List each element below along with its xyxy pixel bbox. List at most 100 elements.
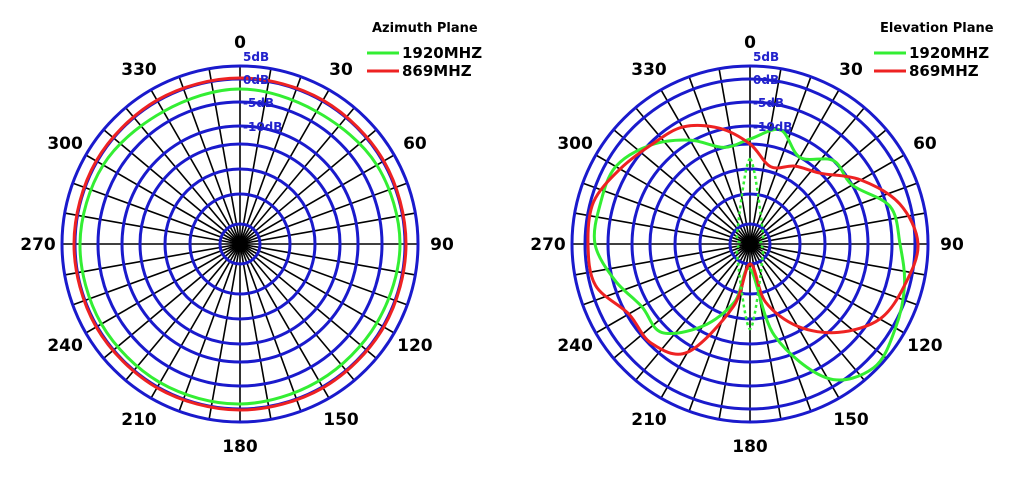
spoke-line xyxy=(85,243,241,334)
angle-label-150: 150 xyxy=(833,410,869,430)
spoke-line xyxy=(150,89,241,245)
series-line-1920mhz xyxy=(78,87,402,406)
spoke-line xyxy=(150,243,241,399)
spoke-line xyxy=(239,128,377,245)
angle-label-270: 270 xyxy=(530,235,566,255)
spoke-line xyxy=(239,243,272,420)
angle-label-240: 240 xyxy=(557,336,593,356)
spoke-line xyxy=(749,128,887,245)
center-hub xyxy=(234,238,246,250)
spoke-line xyxy=(613,243,751,360)
chart-title: Azimuth Plane xyxy=(372,21,478,36)
series-line-1920mhz xyxy=(592,127,907,382)
angle-label-120: 120 xyxy=(907,336,943,356)
angle-label-300: 300 xyxy=(557,134,593,154)
grid-ring xyxy=(218,222,262,266)
angle-label-180: 180 xyxy=(222,437,258,457)
spoke-line xyxy=(239,212,416,245)
spoke-line xyxy=(178,76,241,245)
angle-label-240: 240 xyxy=(47,336,83,356)
spoke-line xyxy=(749,107,866,245)
grid-ring xyxy=(698,192,802,296)
spoke-line xyxy=(749,76,812,245)
spoke-line xyxy=(595,243,751,334)
spoke-line xyxy=(239,243,416,276)
spoke-line xyxy=(103,128,241,245)
spoke-line xyxy=(239,243,408,306)
spoke-line xyxy=(103,243,241,360)
angle-label-90: 90 xyxy=(430,235,454,255)
spoke-line xyxy=(660,89,751,245)
grid-ring xyxy=(673,167,827,321)
polar-chart-1: 0 30 60 90 120 150 180 210 240 270 300 330 5dB 0dB -5d… xyxy=(20,21,482,457)
series-line-869mhz xyxy=(72,76,408,412)
radial-label: -5dB xyxy=(243,96,274,110)
spoke-line xyxy=(178,243,241,412)
angle-label-60: 60 xyxy=(913,134,937,154)
spoke-line xyxy=(718,68,751,245)
spoke-line xyxy=(239,243,356,381)
angle-label-300: 300 xyxy=(47,134,83,154)
radial-label: -10dB xyxy=(243,120,282,134)
center-hub xyxy=(744,238,756,250)
series-line-dotted xyxy=(735,157,765,331)
grid-ring xyxy=(583,77,917,411)
spoke-line xyxy=(239,182,408,245)
spoke-line xyxy=(634,107,751,245)
spoke-line xyxy=(688,243,751,412)
spoke-line xyxy=(124,243,241,381)
radial-label: 5dB xyxy=(243,50,269,64)
radial-label: 5dB xyxy=(753,50,779,64)
angle-label-330: 330 xyxy=(631,60,667,80)
spoke-line xyxy=(208,68,241,245)
spoke-line xyxy=(124,107,241,245)
angle-label-0: 0 xyxy=(234,33,246,53)
grid-ring xyxy=(630,124,870,364)
spoke-line xyxy=(72,182,241,245)
angle-label-30: 30 xyxy=(329,60,353,80)
spoke-line xyxy=(749,68,782,245)
angle-label-330: 330 xyxy=(121,60,157,80)
radial-label: -5dB xyxy=(753,96,784,110)
angle-label-180: 180 xyxy=(732,437,768,457)
grid-ring xyxy=(120,124,360,364)
spoke-line xyxy=(574,212,751,245)
spoke-line xyxy=(749,243,918,306)
spoke-line xyxy=(660,243,751,399)
legend-label: 1920MHZ xyxy=(909,44,989,62)
polar-chart-2: 0 30 60 90 120 150 180 210 240 270 300 330 5dB 0dB -5d… xyxy=(530,21,994,457)
spoke-line xyxy=(239,243,377,360)
spoke-line xyxy=(239,68,272,245)
legend-label: 869MHZ xyxy=(402,62,472,80)
spoke-line xyxy=(239,89,330,245)
angle-label-150: 150 xyxy=(323,410,359,430)
grid-ring xyxy=(606,100,894,388)
spoke-line xyxy=(239,154,395,245)
spoke-line xyxy=(595,154,751,245)
grid-ring xyxy=(60,64,420,424)
spoke-line xyxy=(239,107,356,245)
angle-label-210: 210 xyxy=(631,410,667,430)
spoke-line xyxy=(582,243,751,306)
chart-title: Elevation Plane xyxy=(880,21,994,36)
spoke-line xyxy=(64,243,241,276)
spoke-line xyxy=(574,243,751,276)
angle-label-210: 210 xyxy=(121,410,157,430)
spoke-line xyxy=(749,243,866,381)
spoke-line xyxy=(239,243,302,412)
spoke-line xyxy=(749,243,840,399)
spoke-line xyxy=(749,243,887,360)
spoke-line xyxy=(85,154,241,245)
spoke-line xyxy=(582,182,751,245)
angle-label-0: 0 xyxy=(744,33,756,53)
spoke-line xyxy=(239,76,302,245)
radial-label: -10dB xyxy=(753,120,792,134)
spoke-line xyxy=(749,154,905,245)
grid-ring xyxy=(96,100,384,388)
grid-ring xyxy=(188,192,292,296)
grid-ring xyxy=(163,167,317,321)
angle-label-30: 30 xyxy=(839,60,863,80)
grid-ring xyxy=(570,64,930,424)
spoke-line xyxy=(72,243,241,306)
